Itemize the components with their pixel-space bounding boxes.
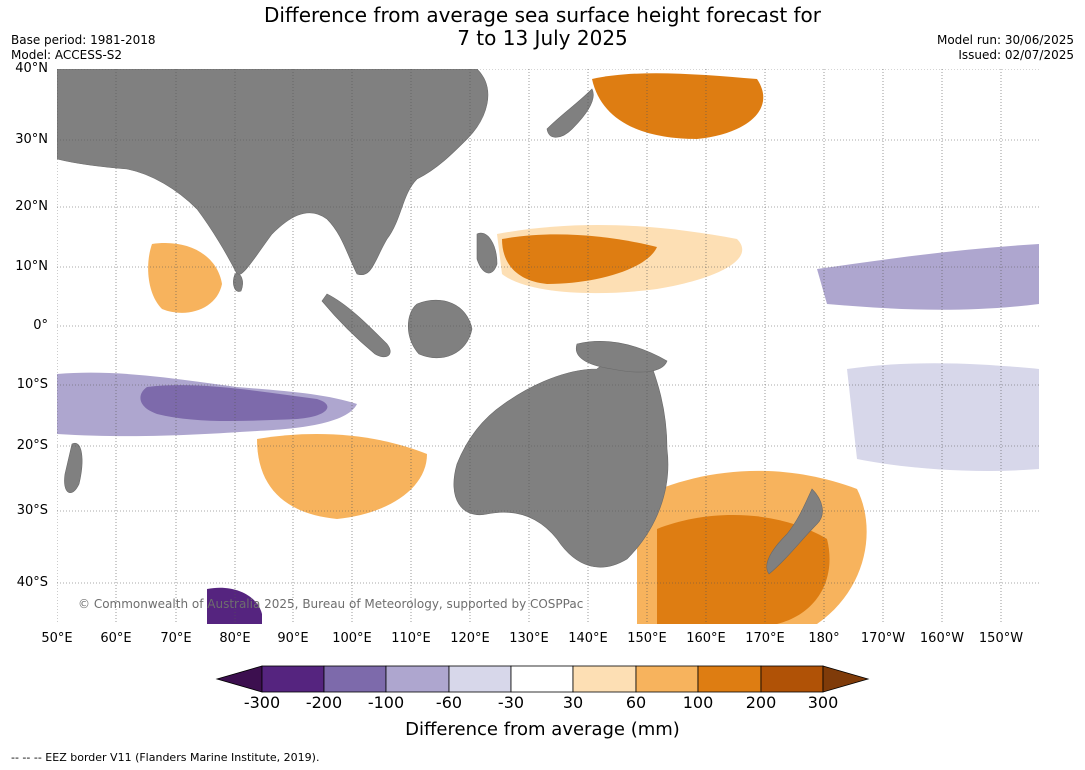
colorbar-bin: [510, 665, 574, 693]
model-run: Model run: 30/06/2025: [936, 33, 1074, 47]
lat-label: 0°: [33, 318, 48, 333]
colorbar-bin: [635, 665, 699, 693]
colorbar-tick-label: -200: [305, 693, 343, 712]
base-period: Base period: 1981-2018: [11, 33, 156, 47]
colorbar-tick-label: 60: [625, 693, 647, 712]
new-zealand-landmass: [766, 488, 823, 575]
lon-label: 160°E: [686, 631, 726, 646]
lat-label: 20°S: [16, 438, 48, 453]
colorbar-tick-label: -30: [497, 693, 525, 712]
anomaly-orange-kuroshio: [592, 73, 764, 139]
lat-label: 30°N: [15, 132, 48, 147]
colorbar-bin: [261, 665, 325, 693]
lon-label: 100°E: [332, 631, 372, 646]
lon-label: 150°W: [978, 631, 1024, 646]
lon-label: 160°W: [919, 631, 965, 646]
lon-label: 70°E: [160, 631, 192, 646]
anomaly-orange-s-indian: [257, 434, 427, 519]
colorbar-arrow-high: [822, 665, 870, 693]
anomaly-purple-n-pacific-east: [817, 244, 1039, 310]
lon-label: 50°E: [41, 631, 73, 646]
lon-label: 170°E: [745, 631, 785, 646]
sumatra-landmass: [321, 293, 391, 358]
eez-border-footnote: -- -- -- EEZ border V11 (Flanders Marine…: [11, 751, 320, 764]
map-title: Difference from average sea surface heig…: [0, 4, 1085, 50]
colorbar-tick-label: 30: [562, 693, 584, 712]
philippines-landmass: [476, 232, 498, 274]
colorbar-bin: [572, 665, 637, 693]
colorbar-tick-label: 300: [807, 693, 839, 712]
lon-label: 60°E: [100, 631, 132, 646]
colorbar-title: Difference from average (mm): [405, 719, 680, 740]
lat-label: 40°S: [16, 575, 48, 590]
colorbar-tick-label: 100: [682, 693, 714, 712]
japan-landmass: [546, 88, 594, 138]
anomaly-orange-core-n-pacific: [502, 234, 657, 284]
colorbar: [215, 665, 870, 693]
title-line-2: 7 to 13 July 2025: [457, 26, 628, 50]
lat-label: 30°S: [16, 503, 48, 518]
anomaly-purple-core-sw: [207, 587, 262, 624]
title-line-1: Difference from average sea surface heig…: [263, 3, 822, 27]
issued-date: Issued: 02/07/2025: [958, 48, 1074, 62]
colorbar-tick-label: -300: [243, 693, 281, 712]
sri-lanka-landmass: [233, 273, 243, 292]
meta-right: Model run: 30/06/2025 Issued: 02/07/2025: [937, 33, 1074, 63]
colorbar-bin: [448, 665, 512, 693]
anomaly-orange-arabian-sea: [148, 243, 222, 313]
asia-landmass: [57, 69, 489, 276]
lat-label: 10°N: [15, 259, 48, 274]
lon-label: 150°E: [627, 631, 667, 646]
madagascar-landmass: [64, 442, 83, 493]
sea-surface-height-map: [57, 69, 1039, 624]
lat-label: 10°S: [16, 377, 48, 392]
lon-label: 170°W: [860, 631, 906, 646]
lon-label: 140°E: [568, 631, 608, 646]
graticule: [57, 69, 1039, 624]
colorbar-tick-label: -60: [435, 693, 463, 712]
lon-label: 90°E: [277, 631, 309, 646]
meta-left: Base period: 1981-2018 Model: ACCESS-S2: [11, 33, 156, 63]
copyright-notice: © Commonwealth of Australia 2025, Bureau…: [78, 597, 584, 611]
anomaly-purple-s-pacific: [847, 363, 1039, 471]
lat-label: 40°N: [15, 61, 48, 76]
colorbar-bin: [385, 665, 450, 693]
model-name: Model: ACCESS-S2: [11, 48, 123, 62]
colorbar-bin: [697, 665, 762, 693]
new-guinea-landmass: [575, 341, 668, 373]
colorbar-bin: [323, 665, 387, 693]
colorbar-arrow-low: [215, 665, 263, 693]
borneo-landmass: [407, 299, 473, 359]
colorbar-bin: [760, 665, 824, 693]
lon-label: 130°E: [509, 631, 549, 646]
land-masses: [57, 69, 823, 575]
lat-label: 20°N: [15, 199, 48, 214]
colorbar-tick-label: 200: [745, 693, 777, 712]
lon-label: 110°E: [391, 631, 431, 646]
lon-label: 80°E: [219, 631, 251, 646]
lon-label: 180°: [808, 631, 840, 646]
anomaly-purple-core-s-indian: [140, 385, 328, 422]
lon-label: 120°E: [450, 631, 490, 646]
colorbar-tick-label: -100: [367, 693, 405, 712]
